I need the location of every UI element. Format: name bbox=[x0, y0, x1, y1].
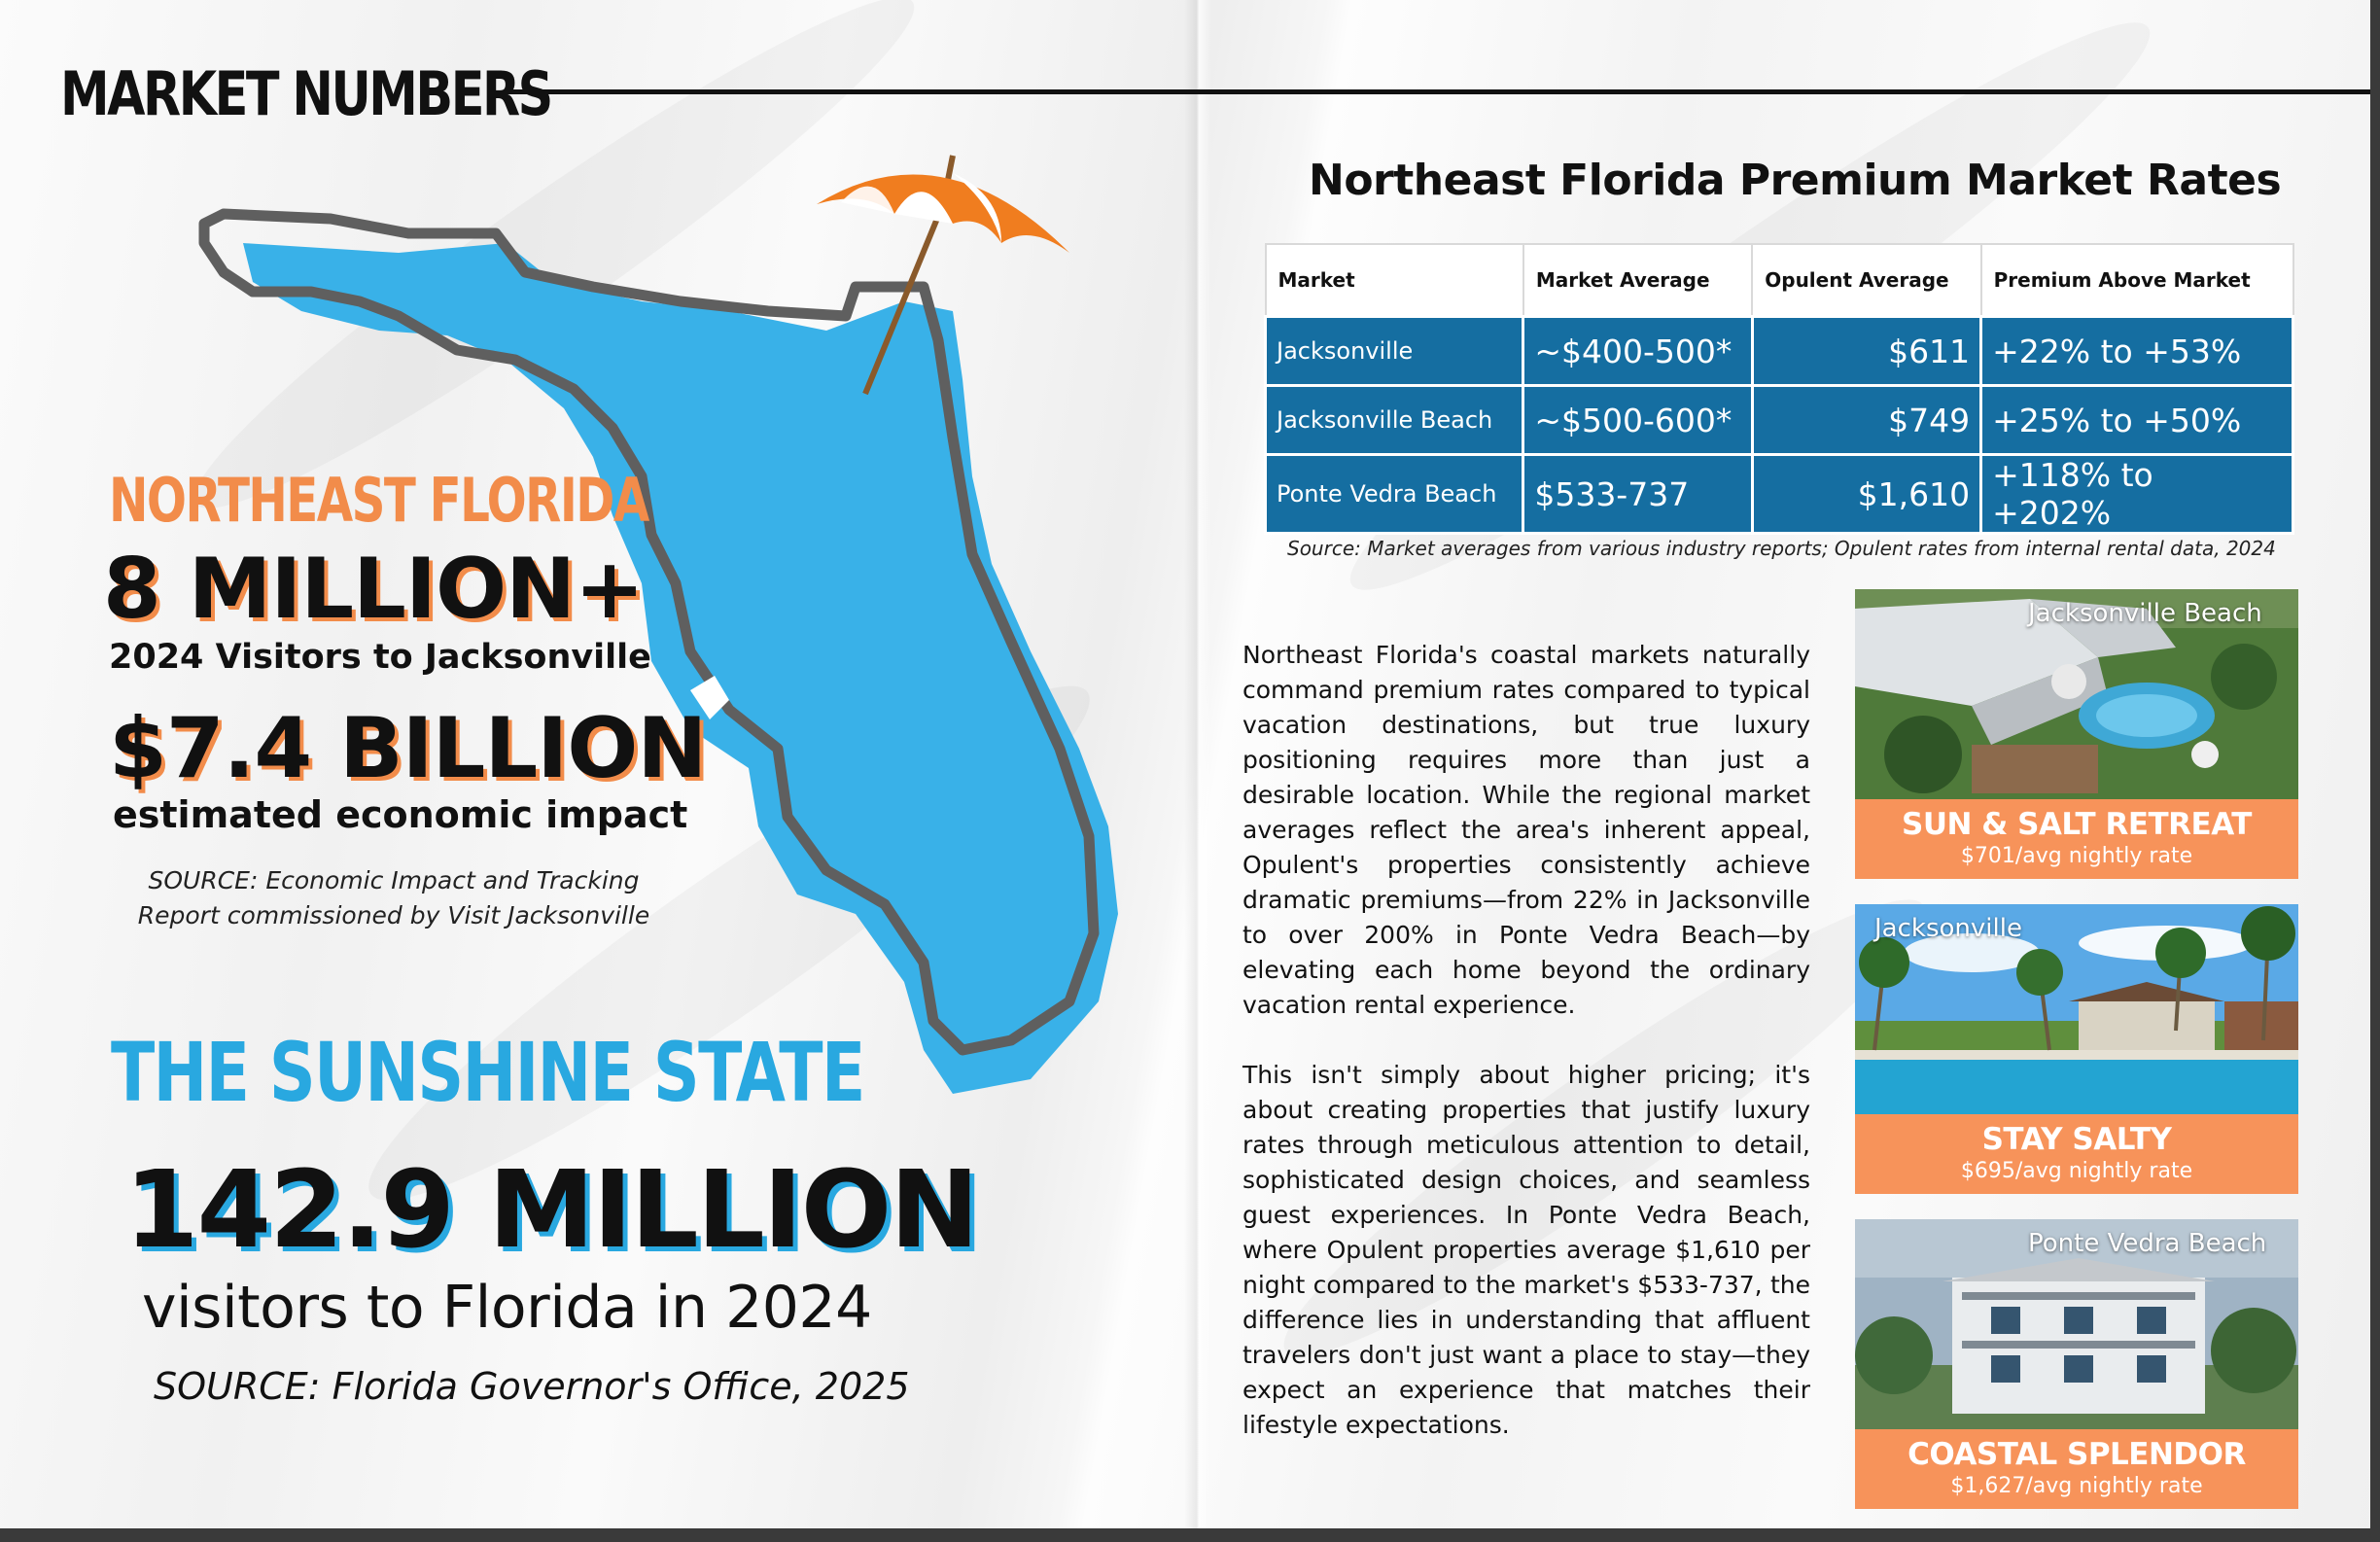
impact-source: SOURCE: Economic Impact and Tracking Rep… bbox=[117, 863, 671, 933]
premium-cell: +22% to +53% bbox=[1979, 315, 2294, 387]
florida-map-fill bbox=[243, 243, 1118, 1094]
page-gutter bbox=[1184, 0, 1211, 1542]
property-card: Ponte Vedra Beach COASTAL SPLENDOR $1,62… bbox=[1855, 1219, 2298, 1509]
property-photo: Jacksonville Beach bbox=[1855, 589, 2298, 799]
property-photo: Ponte Vedra Beach bbox=[1855, 1219, 2298, 1429]
market-average-cell: $533-737 bbox=[1522, 453, 1754, 535]
paragraph: This isn't simply about higher pricing; … bbox=[1242, 1061, 1810, 1439]
florida-bay-notch bbox=[690, 676, 729, 719]
premium-cell: +118% to +202% bbox=[1979, 453, 2294, 535]
beach-umbrella-icon bbox=[817, 155, 1069, 396]
florida-source: SOURCE: Florida Governor's Office, 2025 bbox=[154, 1365, 910, 1408]
florida-map bbox=[198, 208, 1118, 1094]
property-location: Jacksonville bbox=[1874, 914, 2022, 943]
impact-source-line: SOURCE: Economic Impact and Tracking bbox=[148, 866, 640, 894]
property-rate: $695/avg nightly rate bbox=[1960, 1159, 2193, 1183]
impact-stat: $7.4 BILLION bbox=[109, 700, 707, 797]
property-name: STAY SALTY bbox=[1981, 1122, 2172, 1157]
table-header-row: Market Market Average Opulent Average Pr… bbox=[1264, 243, 2294, 318]
section-title: MARKET NUMBERS bbox=[60, 58, 553, 129]
column-header: Opulent Average bbox=[1751, 243, 1982, 318]
opulent-average-cell: $749 bbox=[1750, 384, 1983, 456]
body-copy: Northeast Florida's coastal markets natu… bbox=[1242, 638, 1810, 1478]
property-rate: $1,627/avg nightly rate bbox=[1950, 1474, 2203, 1498]
florida-map-outline bbox=[198, 208, 1100, 1056]
impact-source-line: Report commissioned by Visit Jacksonvill… bbox=[137, 901, 650, 929]
state-label: THE SUNSHINE STATE bbox=[111, 1025, 865, 1120]
column-header: Market bbox=[1264, 243, 1524, 318]
market-cell: Jacksonville Beach bbox=[1263, 384, 1525, 456]
premium-cell: +25% to +50% bbox=[1979, 384, 2294, 456]
property-photo: Jacksonville bbox=[1855, 904, 2298, 1114]
column-header: Premium Above Market bbox=[1979, 243, 2294, 318]
page-edge bbox=[2370, 0, 2380, 1542]
property-location: Jacksonville Beach bbox=[2028, 599, 2262, 628]
rates-table: Market Market Average Opulent Average Pr… bbox=[1263, 243, 2294, 535]
florida-visitors-caption: visitors to Florida in 2024 bbox=[142, 1274, 872, 1342]
paragraph: Northeast Florida's coastal markets natu… bbox=[1242, 641, 1810, 1019]
market-cell: Jacksonville bbox=[1263, 315, 1525, 387]
region-label: NORTHEAST FLORIDA bbox=[109, 465, 649, 536]
market-cell: Ponte Vedra Beach bbox=[1263, 453, 1525, 535]
opulent-average-cell: $611 bbox=[1750, 315, 1983, 387]
table-row: Ponte Vedra Beach $533-737 $1,610 +118% … bbox=[1263, 453, 2294, 535]
table-row: Jacksonville ~$400-500* $611 +22% to +53… bbox=[1263, 315, 2294, 387]
visitors-stat: 8 MILLION+ bbox=[103, 541, 645, 638]
property-name: COASTAL SPLENDOR bbox=[1908, 1437, 2246, 1472]
aerial-house-pool-image bbox=[1855, 589, 2298, 799]
property-card: Jacksonville STAY SALTY $695/avg nightly… bbox=[1855, 904, 2298, 1194]
property-band: STAY SALTY $695/avg nightly rate bbox=[1855, 1114, 2298, 1194]
table-source: Source: Market averages from various ind… bbox=[1287, 537, 2276, 560]
page-edge bbox=[0, 1528, 2380, 1542]
property-band: COASTAL SPLENDOR $1,627/avg nightly rate bbox=[1855, 1429, 2298, 1509]
property-location: Ponte Vedra Beach bbox=[2028, 1229, 2267, 1258]
impact-stat-caption: estimated economic impact bbox=[113, 793, 688, 836]
pool-palms-image bbox=[1855, 904, 2298, 1114]
beach-house-image bbox=[1855, 1219, 2298, 1429]
florida-visitors-stat: 142.9 MILLION bbox=[124, 1147, 979, 1272]
opulent-average-cell: $1,610 bbox=[1750, 453, 1983, 535]
visitors-stat-caption: 2024 Visitors to Jacksonville bbox=[109, 638, 651, 677]
property-band: SUN & SALT RETREAT $701/avg nightly rate bbox=[1855, 799, 2298, 879]
property-name: SUN & SALT RETREAT bbox=[1902, 807, 2252, 842]
column-header: Market Average bbox=[1522, 243, 1754, 318]
table-title: Northeast Florida Premium Market Rates bbox=[1309, 156, 2282, 205]
market-average-cell: ~$500-600* bbox=[1522, 384, 1754, 456]
property-card: Jacksonville Beach SUN & SALT RETREAT $7… bbox=[1855, 589, 2298, 879]
property-rate: $701/avg nightly rate bbox=[1960, 844, 2193, 868]
title-rule bbox=[506, 89, 2370, 94]
market-average-cell: ~$400-500* bbox=[1522, 315, 1754, 387]
table-row: Jacksonville Beach ~$500-600* $749 +25% … bbox=[1263, 384, 2294, 456]
